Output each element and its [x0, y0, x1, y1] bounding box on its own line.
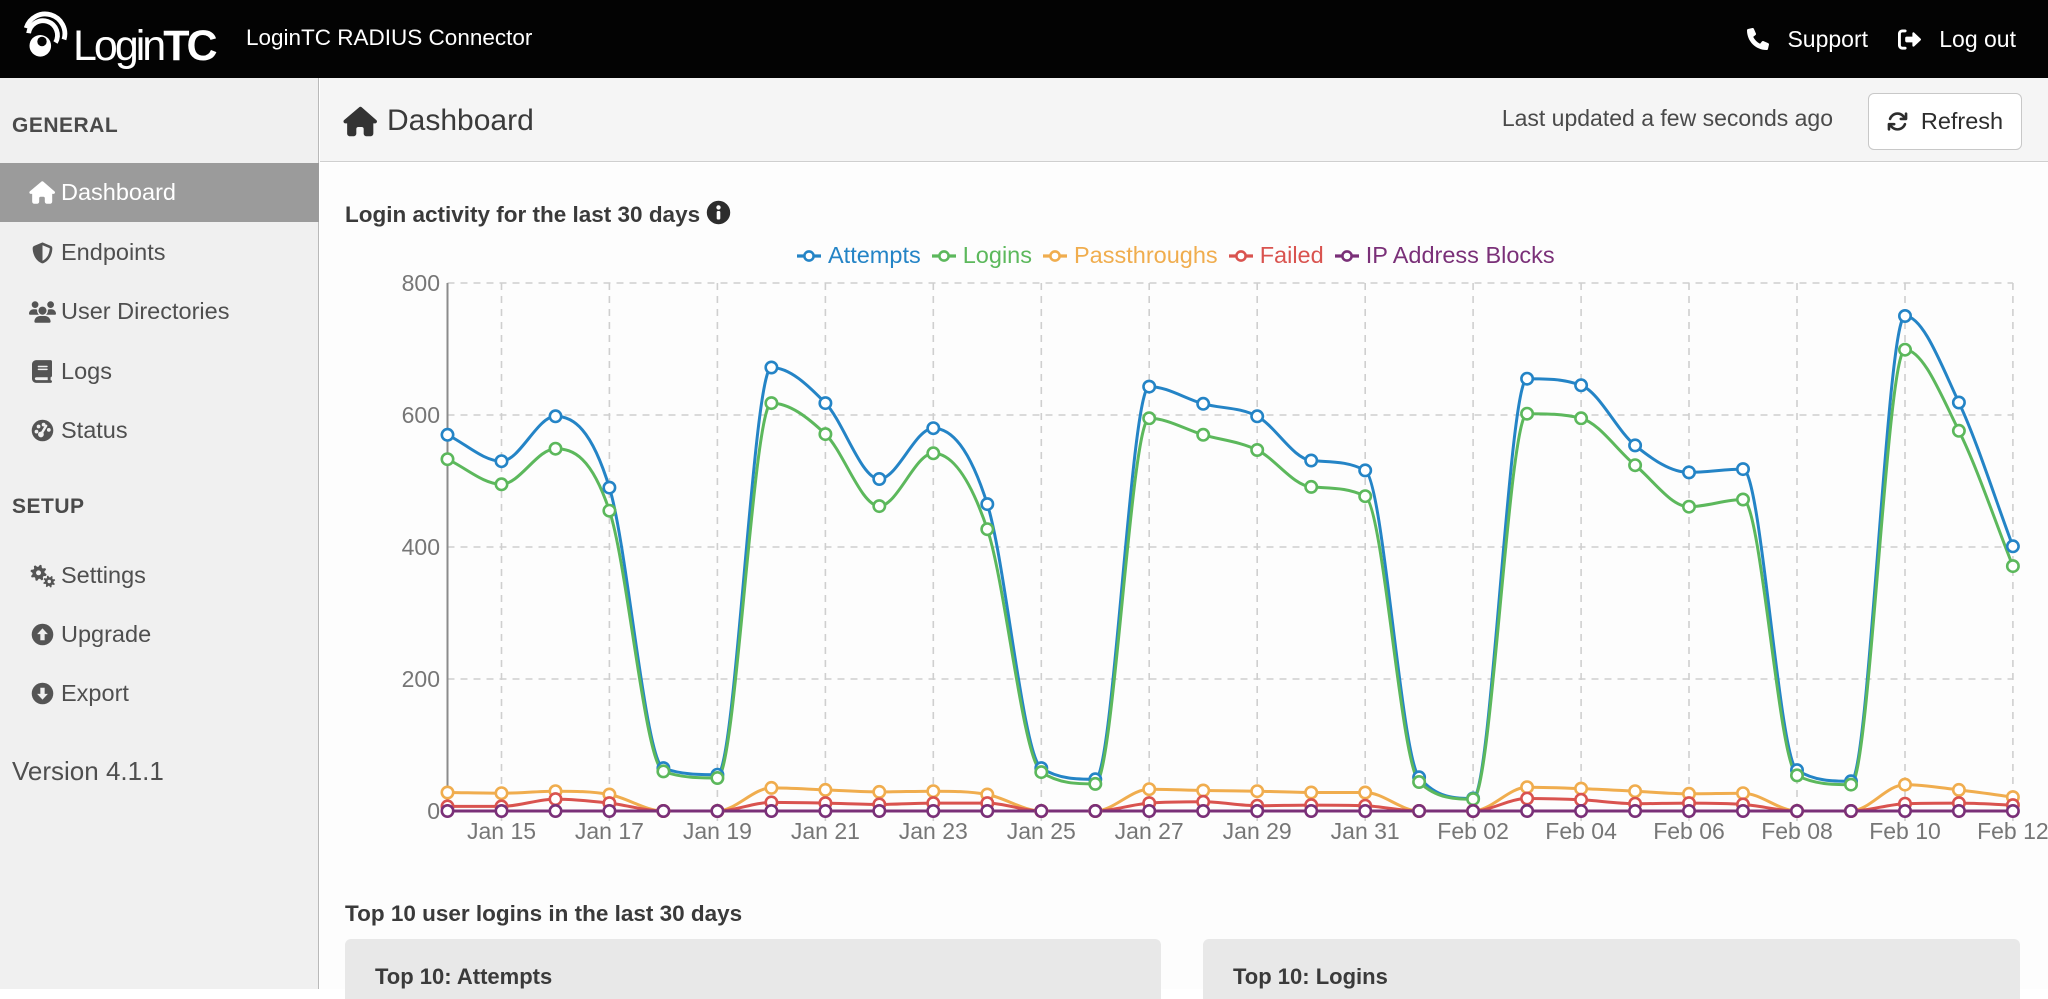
svg-text:Feb 06: Feb 06 [1653, 818, 1725, 844]
svg-text:600: 600 [402, 402, 440, 428]
svg-text:400: 400 [402, 534, 440, 560]
svg-text:Jan 17: Jan 17 [575, 818, 644, 844]
svg-text:Jan 23: Jan 23 [899, 818, 968, 844]
svg-text:Feb 04: Feb 04 [1545, 818, 1617, 844]
svg-text:Feb 08: Feb 08 [1761, 818, 1833, 844]
svg-text:Jan 27: Jan 27 [1115, 818, 1184, 844]
svg-text:Jan 15: Jan 15 [467, 818, 536, 844]
svg-text:800: 800 [402, 270, 440, 296]
svg-text:Jan 19: Jan 19 [683, 818, 752, 844]
svg-text:0: 0 [427, 798, 440, 824]
svg-text:Feb 10: Feb 10 [1869, 818, 1941, 844]
svg-text:Jan 29: Jan 29 [1223, 818, 1292, 844]
svg-text:Feb 12: Feb 12 [1977, 818, 2048, 844]
svg-text:Jan 25: Jan 25 [1007, 818, 1076, 844]
svg-text:LoginTC: LoginTC [73, 22, 216, 70]
svg-text:Jan 31: Jan 31 [1331, 818, 1400, 844]
svg-text:200: 200 [402, 666, 440, 692]
svg-text:Feb 02: Feb 02 [1437, 818, 1509, 844]
svg-text:Jan 21: Jan 21 [791, 818, 860, 844]
